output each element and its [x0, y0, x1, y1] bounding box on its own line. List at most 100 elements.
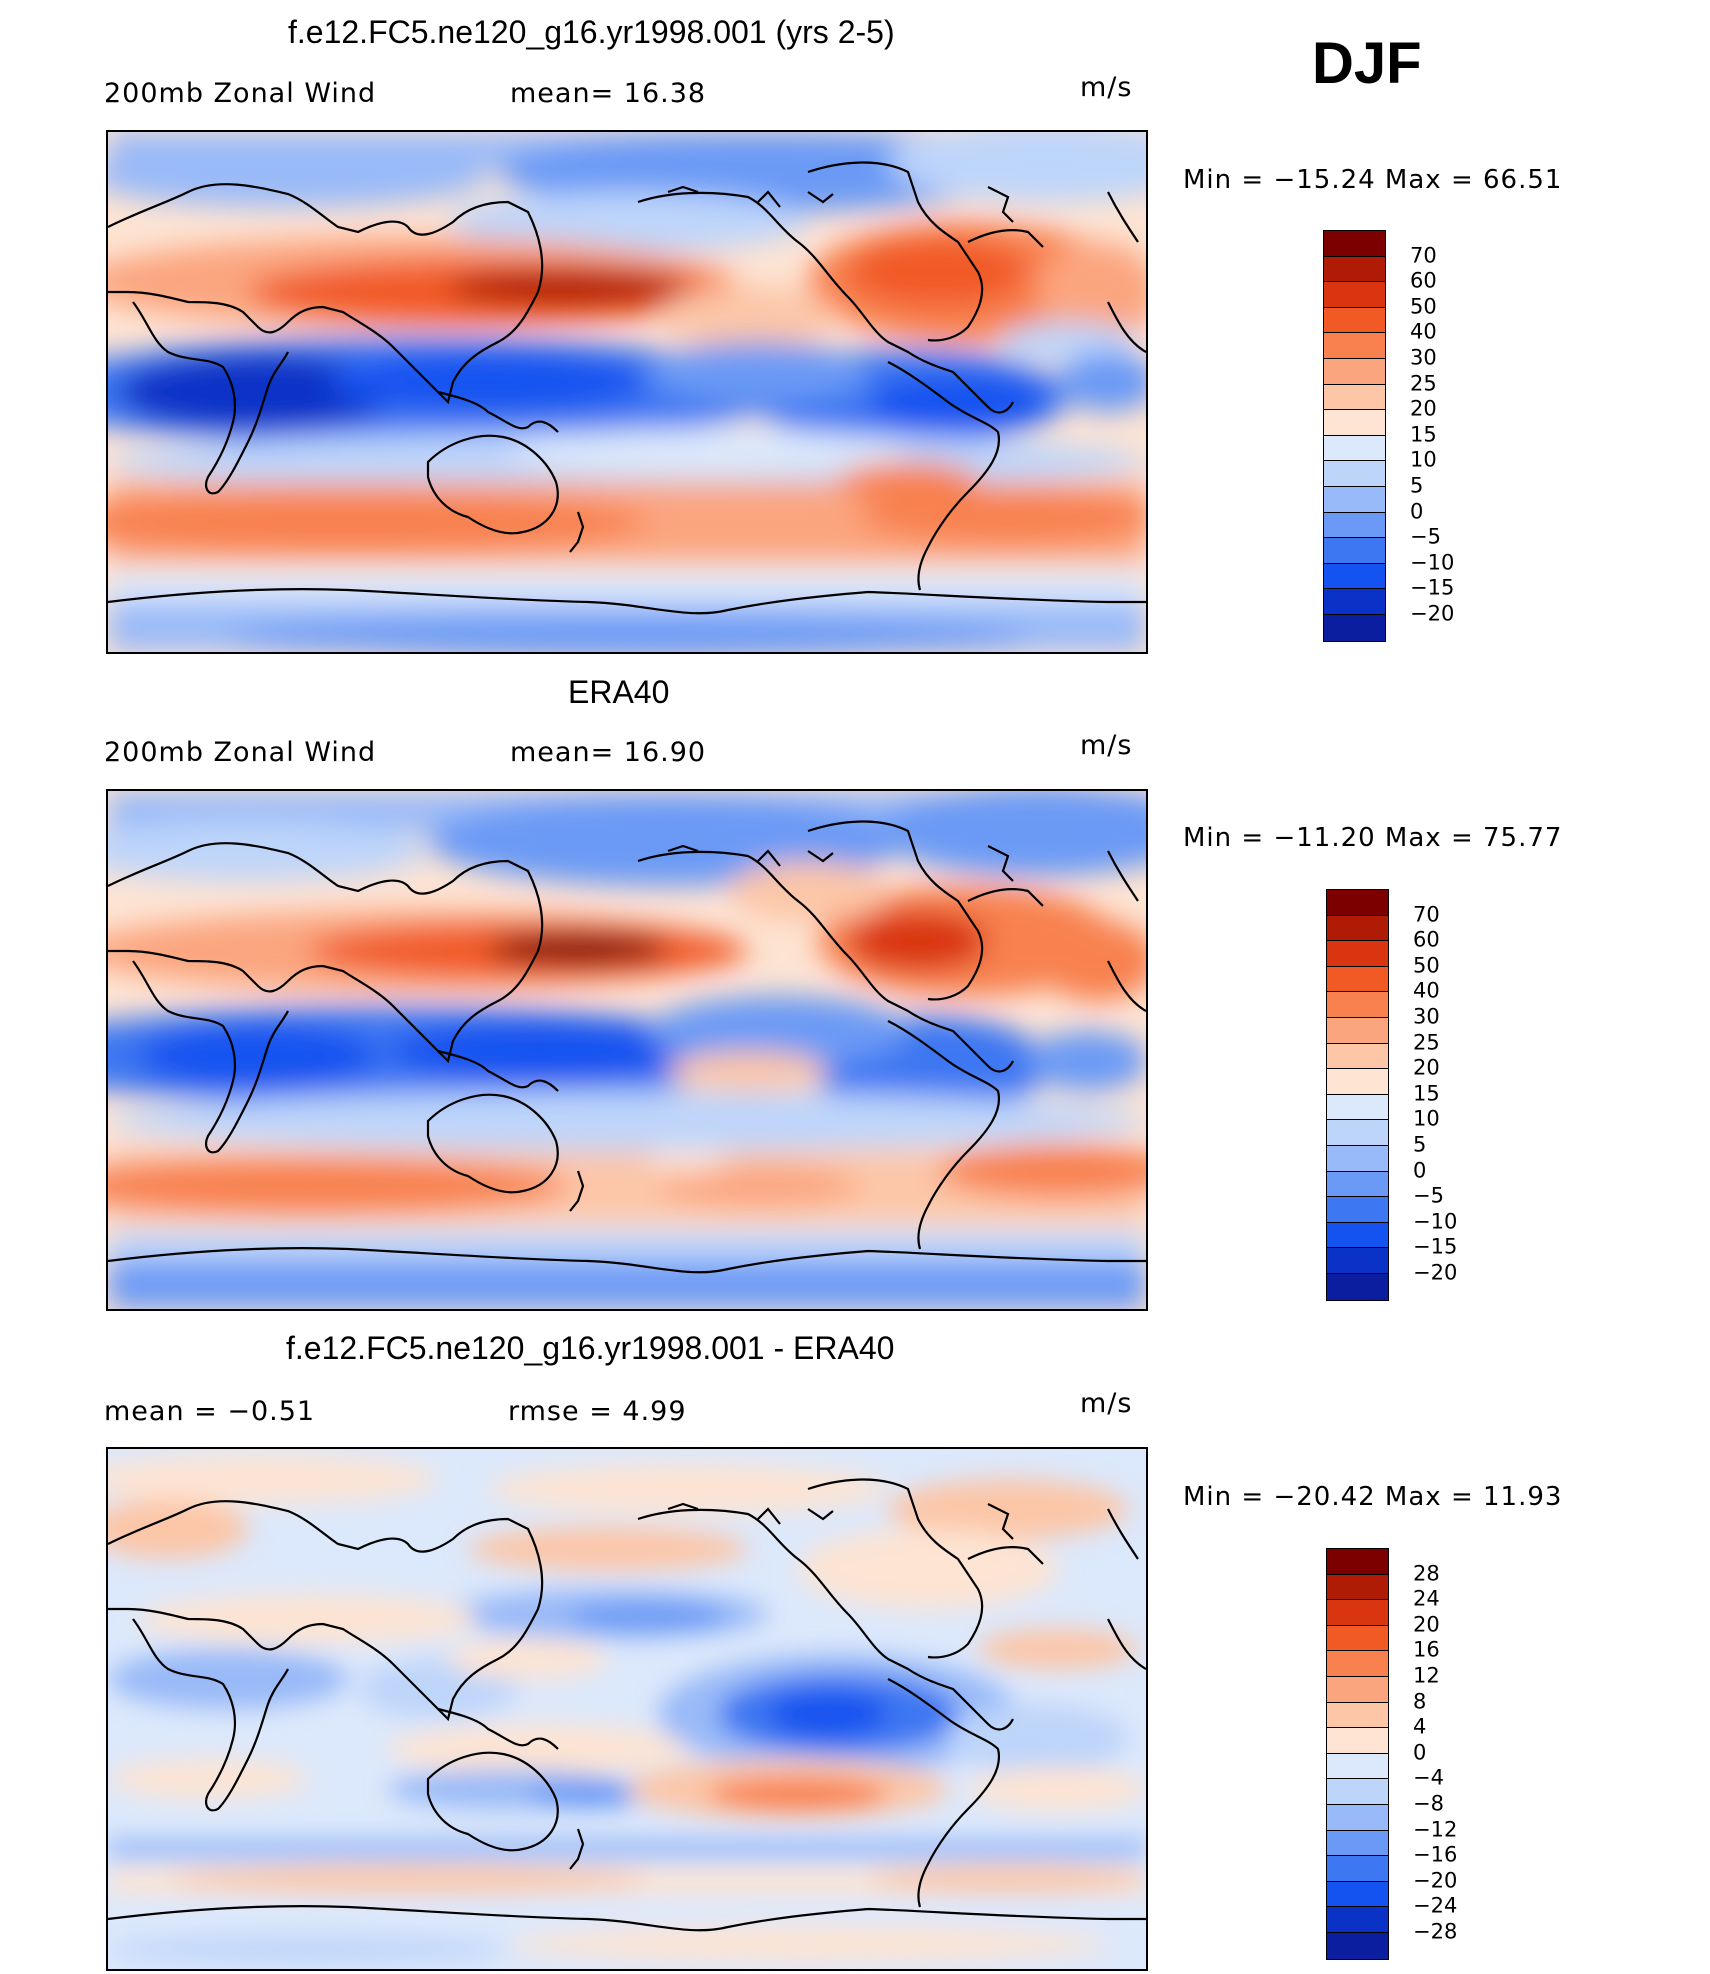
- colorbar-tick-label: 5: [1410, 473, 1424, 498]
- colorbar-cell: [1327, 1248, 1388, 1274]
- colorbar-cell: [1327, 1779, 1388, 1805]
- panel-1-units: m/s: [1080, 72, 1133, 103]
- colorbar-tick-label: 50: [1410, 294, 1437, 319]
- colorbar-cell: [1327, 1600, 1388, 1626]
- panel-3-coastlines: [108, 1478, 1146, 1932]
- panel-1-variable-label: 200mb Zonal Wind: [104, 78, 377, 109]
- colorbar-cell: [1327, 1753, 1388, 1780]
- colorbar-cell: [1327, 1222, 1388, 1249]
- panel-3-map: [106, 1447, 1148, 1971]
- colorbar-cell: [1324, 282, 1385, 308]
- colorbar-cell: [1327, 966, 1388, 993]
- colorbar-cell: [1324, 563, 1385, 590]
- panel-1-map: [106, 130, 1148, 654]
- panel-2-min-max: Min = −11.20 Max = 75.77: [1183, 823, 1563, 853]
- colorbar-cell: [1327, 1120, 1388, 1146]
- colorbar-tick-label: −24: [1413, 1893, 1458, 1918]
- colorbar-tick-label: 12: [1413, 1663, 1440, 1688]
- colorbar-cell: [1327, 1549, 1388, 1575]
- colorbar-cell: [1327, 941, 1388, 967]
- colorbar-tick-label: 15: [1410, 422, 1437, 447]
- panel-2-variable-label: 200mb Zonal Wind: [104, 737, 377, 768]
- colorbar-tick-label: 10: [1410, 447, 1437, 472]
- panel-1-colorbar: [1323, 230, 1386, 642]
- colorbar-cell: [1327, 1702, 1388, 1729]
- colorbar-cell: [1324, 333, 1385, 359]
- colorbar-tick-label: −20: [1410, 601, 1455, 626]
- colorbar-cell: [1327, 1197, 1388, 1223]
- colorbar-cell: [1327, 1171, 1388, 1198]
- colorbar-cell: [1324, 307, 1385, 334]
- panel-2-units: m/s: [1080, 730, 1133, 761]
- colorbar-cell: [1324, 589, 1385, 615]
- colorbar-tick-label: 70: [1413, 902, 1440, 927]
- colorbar-tick-label: 0: [1410, 499, 1424, 524]
- colorbar-cell: [1327, 890, 1388, 916]
- colorbar-tick-label: 0: [1413, 1740, 1427, 1765]
- colorbar-tick-label: 16: [1413, 1637, 1440, 1662]
- colorbar-tick-label: 15: [1413, 1081, 1440, 1106]
- colorbar-cell: [1324, 256, 1385, 283]
- panel-3-mean-label: mean = −0.51: [104, 1396, 316, 1427]
- colorbar-tick-label: −20: [1413, 1868, 1458, 1893]
- colorbar-tick-label: −8: [1413, 1791, 1444, 1816]
- colorbar-tick-label: 70: [1410, 243, 1437, 268]
- colorbar-tick-label: −28: [1413, 1919, 1458, 1944]
- colorbar-cell: [1324, 461, 1385, 487]
- colorbar-cell: [1327, 1676, 1388, 1703]
- colorbar-tick-label: 20: [1410, 396, 1437, 421]
- colorbar-tick-label: −16: [1413, 1842, 1458, 1867]
- colorbar-cell: [1324, 231, 1385, 257]
- colorbar-tick-label: −10: [1410, 550, 1455, 575]
- colorbar-tick-label: 60: [1413, 927, 1440, 952]
- season-label: DJF: [1312, 31, 1422, 96]
- colorbar-tick-label: −5: [1410, 524, 1441, 549]
- colorbar-cell: [1327, 1069, 1388, 1095]
- colorbar-cell: [1324, 358, 1385, 385]
- colorbar-tick-label: 10: [1413, 1106, 1440, 1131]
- colorbar-cell: [1324, 538, 1385, 564]
- colorbar-cell: [1324, 435, 1385, 462]
- colorbar-cell: [1324, 512, 1385, 539]
- colorbar-tick-label: 24: [1413, 1586, 1440, 1611]
- colorbar-tick-label: −15: [1413, 1234, 1458, 1259]
- panel-2-coastlines: [108, 820, 1146, 1274]
- colorbar-cell: [1327, 915, 1388, 942]
- colorbar-cell: [1324, 614, 1385, 641]
- colorbar-tick-label: 60: [1410, 268, 1437, 293]
- colorbar-tick-label: −5: [1413, 1183, 1444, 1208]
- colorbar-cell: [1324, 486, 1385, 513]
- colorbar-tick-label: 20: [1413, 1055, 1440, 1080]
- colorbar-cell: [1327, 1017, 1388, 1044]
- panel-2-colorbar: [1326, 889, 1389, 1301]
- colorbar-tick-label: 25: [1413, 1030, 1440, 1055]
- colorbar-cell: [1327, 1625, 1388, 1652]
- colorbar-tick-label: 28: [1413, 1561, 1440, 1586]
- colorbar-tick-label: −12: [1413, 1817, 1458, 1842]
- colorbar-cell: [1324, 410, 1385, 436]
- panel-1-title: f.e12.FC5.ne120_g16.yr1998.001 (yrs 2-5): [288, 14, 895, 50]
- colorbar-cell: [1327, 1043, 1388, 1070]
- colorbar-tick-label: 4: [1413, 1714, 1427, 1739]
- panel-2-contour-field: [108, 791, 1146, 1309]
- colorbar-tick-label: 0: [1413, 1158, 1427, 1183]
- colorbar-tick-label: 30: [1410, 345, 1437, 370]
- colorbar-cell: [1327, 1574, 1388, 1601]
- colorbar-cell: [1327, 1804, 1388, 1831]
- colorbar-cell: [1327, 1651, 1388, 1677]
- colorbar-tick-label: 40: [1410, 319, 1437, 344]
- colorbar-cell: [1327, 1932, 1388, 1959]
- colorbar-cell: [1327, 1881, 1388, 1908]
- panel-3-rmse-label: rmse = 4.99: [508, 1396, 687, 1427]
- colorbar-cell: [1327, 1094, 1388, 1121]
- colorbar-cell: [1327, 1728, 1388, 1754]
- panel-1-contour-field: [108, 132, 1146, 652]
- panel-1-coastlines: [108, 161, 1146, 615]
- panel-3-contour-field: [108, 1449, 1146, 1969]
- colorbar-tick-label: 8: [1413, 1689, 1427, 1714]
- colorbar-tick-label: −15: [1410, 575, 1455, 600]
- colorbar-cell: [1327, 1856, 1388, 1882]
- colorbar-tick-label: 40: [1413, 978, 1440, 1003]
- colorbar-tick-label: 50: [1413, 953, 1440, 978]
- colorbar-tick-label: 20: [1413, 1612, 1440, 1637]
